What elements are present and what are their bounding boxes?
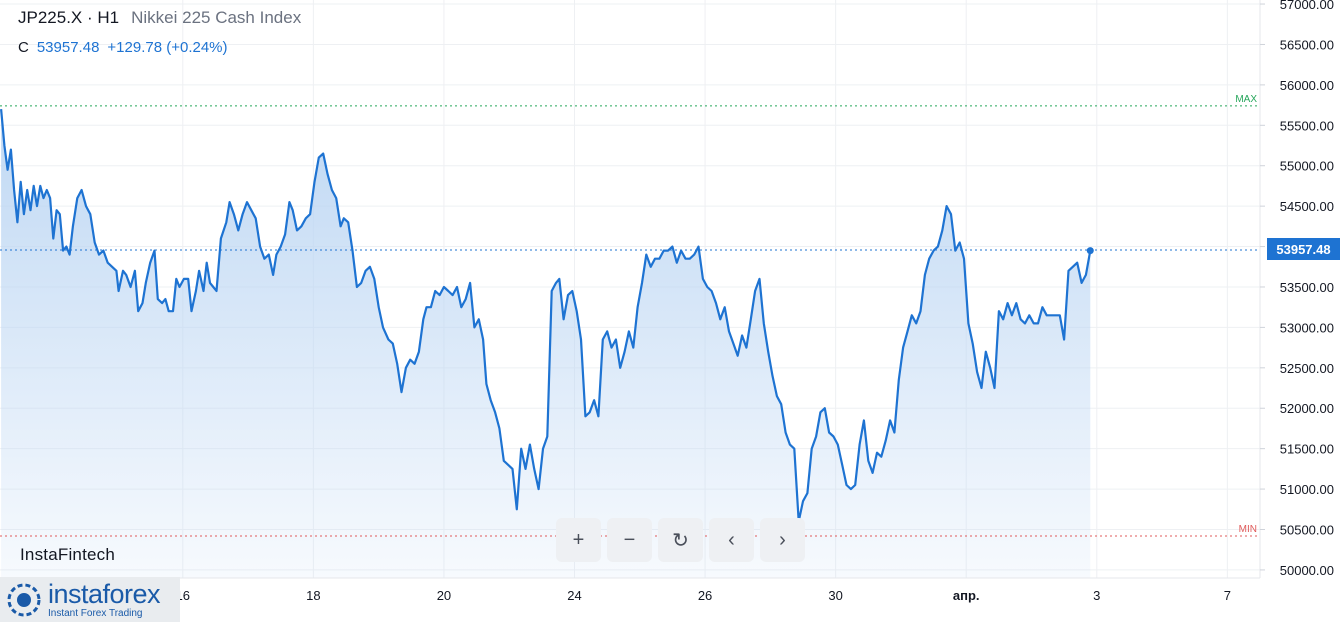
reset-button[interactable]: ↻ — [658, 518, 703, 562]
y-tick-label: 56500.00 — [1280, 37, 1334, 52]
y-tick-label: 57000.00 — [1280, 0, 1334, 12]
chart-navigation: + − ↻ ‹ › — [556, 518, 805, 562]
instaforex-logo[interactable]: instaforex Instant Forex Trading — [0, 577, 180, 622]
y-tick-label: 53500.00 — [1280, 280, 1334, 295]
y-tick-label: 55000.00 — [1280, 159, 1334, 174]
x-tick-label: 18 — [306, 588, 320, 603]
scroll-left-button[interactable]: ‹ — [709, 518, 754, 562]
y-tick-label: 53000.00 — [1280, 320, 1334, 335]
x-tick-label: 7 — [1224, 588, 1231, 603]
y-tick-label: 54500.00 — [1280, 199, 1334, 214]
y-tick-label: 50500.00 — [1280, 522, 1334, 537]
instaforex-logo-icon — [7, 583, 41, 616]
y-tick-label: 51000.00 — [1280, 482, 1334, 497]
zoom-out-button[interactable]: − — [607, 518, 652, 562]
last-price-dot — [1086, 247, 1094, 255]
y-tick-label: 52000.00 — [1280, 401, 1334, 416]
y-axis: 50000.00 50500.00 51000.00 51500.00 52000.00… — [1260, 0, 1334, 578]
price-line — [0, 109, 1092, 523]
y-tick-label: 56000.00 — [1280, 78, 1334, 93]
x-tick-label: 24 — [567, 588, 581, 603]
x-tick-label: 30 — [828, 588, 842, 603]
price-area-fill — [1, 109, 1091, 578]
y-tick-label: 52500.00 — [1280, 361, 1334, 376]
instrument-description: Nikkei 225 Cash Index — [131, 8, 302, 27]
quote-line: C 53957.48 +129.78 (+0.24%) — [18, 39, 228, 56]
x-tick-label: 3 — [1093, 588, 1100, 603]
brand-watermark: InstaFintech — [20, 545, 116, 564]
change-value: +129.78 (+0.24%) — [107, 39, 228, 56]
x-tick-label: 26 — [698, 588, 712, 603]
chart-header: JP225.X · H1 Nikkei 225 Cash Index — [18, 8, 301, 28]
y-tick-label: 51500.00 — [1280, 442, 1334, 457]
x-tick-label: апр. — [953, 588, 980, 603]
max-label: MAX — [1235, 94, 1257, 105]
close-label: C — [18, 39, 29, 56]
y-tick-label: 50000.00 — [1280, 563, 1334, 578]
y-tick-label: 55500.00 — [1280, 118, 1334, 133]
symbol-label[interactable]: JP225.X · H1 — [18, 8, 120, 27]
logo-tagline: Instant Forex Trading — [48, 607, 143, 619]
scroll-right-button[interactable]: › — [760, 518, 805, 562]
zoom-in-button[interactable]: + — [556, 518, 601, 562]
x-tick-label: 20 — [437, 588, 451, 603]
x-axis: 16 18 20 24 26 30 апр. 3 7 — [176, 588, 1231, 603]
min-label: MIN — [1239, 524, 1257, 535]
last-price-tag: 53957.48 — [1267, 238, 1340, 260]
close-value: 53957.48 — [36, 39, 100, 56]
logo-name: instaforex — [48, 578, 161, 609]
